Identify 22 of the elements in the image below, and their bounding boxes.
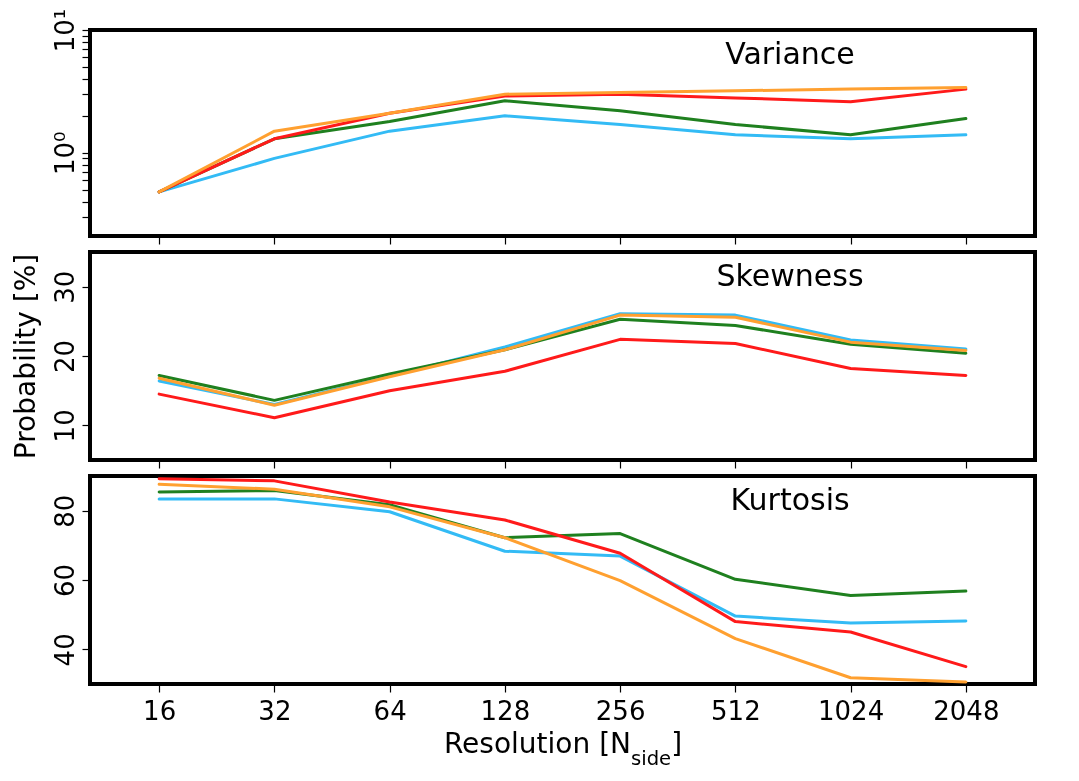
y-axis-title: Probability [%] [8, 253, 42, 460]
x-tick-label: 512 [711, 695, 761, 726]
y-tick-label: 10⁰ [49, 131, 80, 176]
y-tick-label: 10 [49, 409, 80, 443]
y-tick-label: 40 [49, 633, 80, 667]
y-tick-label: 30 [49, 270, 80, 304]
chart-title: Skewness [716, 258, 864, 293]
x-tick-label: 64 [373, 695, 407, 726]
x-tick-label: 128 [480, 695, 531, 726]
y-tick-label: 20 [49, 339, 80, 374]
y-tick-label: 80 [49, 494, 80, 528]
x-tick-label: 256 [595, 695, 646, 726]
x-tick-label: 1024 [818, 695, 885, 726]
chart-title: Variance [725, 36, 855, 71]
y-tick-label: 60 [49, 563, 80, 598]
line-series [157, 337, 968, 420]
x-tick-label: 16 [143, 695, 177, 726]
x-tick-label: 2048 [933, 695, 1000, 726]
chart-title: Kurtosis [730, 482, 850, 517]
x-axis-title: Resolution [N$_{side}$] [443, 726, 683, 769]
x-tick-label: 32 [258, 695, 292, 726]
y-tick-label: 10¹ [49, 8, 80, 53]
